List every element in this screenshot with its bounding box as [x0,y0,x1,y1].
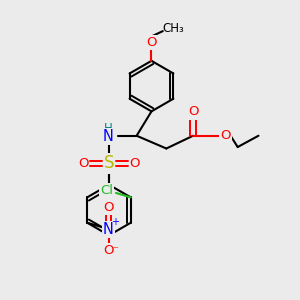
Text: N: N [103,129,114,144]
Text: H: H [104,122,113,135]
Text: +: + [111,217,119,227]
Text: O: O [78,157,88,170]
Text: O: O [220,129,230,142]
Text: ⁻: ⁻ [112,246,118,256]
Text: N: N [103,222,114,237]
Text: O: O [130,157,140,170]
Text: O: O [188,106,198,118]
Text: Cl: Cl [100,184,113,197]
Text: O: O [103,244,114,257]
Text: CH₃: CH₃ [162,22,184,35]
Text: S: S [104,154,114,172]
Text: O: O [103,201,114,214]
Text: O: O [146,36,157,49]
